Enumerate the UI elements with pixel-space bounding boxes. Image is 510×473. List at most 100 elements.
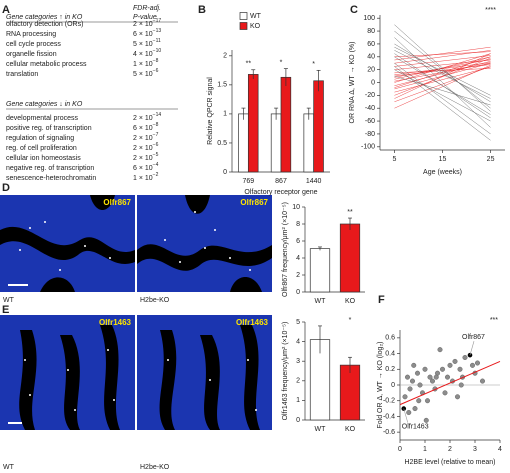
bar xyxy=(270,113,282,173)
point xyxy=(405,374,411,380)
significance: * xyxy=(349,317,352,324)
micrograph xyxy=(137,195,272,292)
point xyxy=(480,378,486,384)
x-tick-label: KO xyxy=(345,426,356,433)
p-exponent: −14 xyxy=(153,112,162,118)
p-exponent: −17 xyxy=(153,18,162,24)
point xyxy=(445,374,451,380)
bar xyxy=(339,364,361,421)
p-mantissa: 2 × 10 xyxy=(133,145,153,152)
category: RNA processing xyxy=(6,31,56,38)
trajectory xyxy=(394,63,491,135)
bar xyxy=(238,113,249,173)
y-tick-label: 5 xyxy=(296,319,300,326)
point xyxy=(433,374,439,380)
y-tick-label: 2 xyxy=(296,378,300,385)
y-tick-label: 40 xyxy=(367,54,375,61)
trajectory xyxy=(394,46,491,61)
point xyxy=(415,370,421,376)
x-tick-label: 25 xyxy=(487,156,495,163)
significance: * xyxy=(312,61,315,68)
condition-label: WT xyxy=(3,464,15,471)
bar xyxy=(313,80,324,173)
point xyxy=(425,398,431,404)
y-tick-label: 0 xyxy=(296,417,300,424)
point xyxy=(416,398,422,404)
y-axis-title: Olfr1463 frequency/μm² (×10⁻⁵) xyxy=(282,322,289,421)
gene-label: Olfr1463 xyxy=(99,318,132,327)
p-value: 6 × 10−13 xyxy=(133,28,161,38)
significance: ** xyxy=(347,209,353,216)
y-tick-label: 20 xyxy=(367,66,375,73)
trajectory xyxy=(394,51,491,58)
x-tick-label: 1440 xyxy=(306,178,322,185)
gene-label: Olfr867 xyxy=(240,198,268,207)
p-exponent: −8 xyxy=(153,122,159,128)
y-axis-title: Olfr867 frequency/μm² (×10⁻⁵) xyxy=(282,202,289,297)
x-tick-label: WT xyxy=(315,298,327,305)
p-exponent: −10 xyxy=(153,48,162,54)
point xyxy=(406,410,412,416)
gene-label: Olfr867 xyxy=(103,198,131,207)
point xyxy=(417,382,423,388)
y-tick-label: 4 xyxy=(296,338,300,345)
trend-line xyxy=(399,360,501,406)
y-tick-label: 0 xyxy=(391,382,395,389)
puncta xyxy=(19,211,257,411)
point xyxy=(427,374,433,380)
category: organelle fission xyxy=(6,51,57,58)
point xyxy=(402,394,408,400)
significance: * xyxy=(280,59,283,66)
p-exponent: −6 xyxy=(153,68,159,74)
x-axis-title: H2BE level (relative to mean) xyxy=(404,459,495,466)
trajectory xyxy=(394,37,491,128)
leader xyxy=(403,408,409,423)
p-mantissa: 2 × 10 xyxy=(133,135,153,142)
y-tick-label: 0 xyxy=(296,289,300,296)
tissue-gap xyxy=(159,325,260,430)
category: cell cycle process xyxy=(6,41,61,48)
p-value: 5 × 10−11 xyxy=(133,38,161,48)
legend-swatch xyxy=(239,22,248,30)
point xyxy=(447,362,453,368)
point xyxy=(455,394,461,400)
bar xyxy=(303,113,315,173)
p-mantissa: 1 × 10 xyxy=(133,175,153,182)
y-tick-label: 0.2 xyxy=(385,366,395,373)
point xyxy=(412,406,418,412)
trajectory xyxy=(394,30,491,109)
point xyxy=(470,362,476,368)
table-header: Gene categories ↑ in KO xyxy=(6,14,83,21)
p-value: 6 × 10−8 xyxy=(133,122,159,132)
trajectory xyxy=(394,24,491,112)
point xyxy=(422,366,428,372)
p-exponent: −7 xyxy=(153,132,159,138)
bar xyxy=(247,74,259,173)
significance: ** xyxy=(246,61,252,68)
table-header: Gene categories ↓ in KO xyxy=(6,101,83,108)
p-mantissa: 6 × 10 xyxy=(133,125,153,132)
category: reg. of cell proliferation xyxy=(6,145,77,152)
point xyxy=(462,355,468,361)
highlight-label: Olfr867 xyxy=(462,334,485,341)
p-value: 6 × 10−4 xyxy=(133,162,159,172)
p-mantissa: 2 × 10 xyxy=(133,21,153,28)
trajectory xyxy=(394,59,491,70)
trajectory xyxy=(394,75,491,106)
x-axis-title: Age (weeks) xyxy=(423,169,462,176)
p-mantissa: 5 × 10 xyxy=(133,41,153,48)
x-axis-title: Olfactory receptor gene xyxy=(244,189,317,196)
legend-swatch xyxy=(239,12,248,20)
y-tick-label: 3 xyxy=(296,358,300,365)
p-value: 2 × 10−7 xyxy=(133,132,159,142)
y-tick-label: 4 xyxy=(296,255,300,262)
p-value: 2 × 10−5 xyxy=(133,152,159,162)
x-tick-label: 0 xyxy=(398,446,402,453)
point xyxy=(452,358,458,364)
p-exponent: −8 xyxy=(153,58,159,64)
legend-label: WT xyxy=(250,13,262,20)
p-exponent: −5 xyxy=(153,152,159,158)
point xyxy=(442,390,448,396)
p-value: 4 × 10−10 xyxy=(133,48,161,58)
